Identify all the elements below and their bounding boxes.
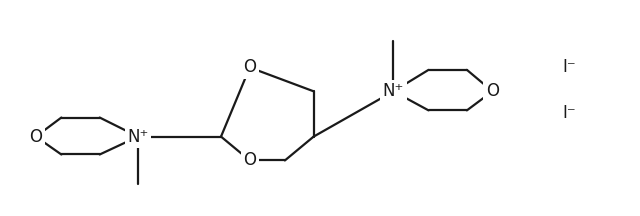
Text: O: O [486, 82, 499, 100]
Text: O: O [29, 128, 42, 146]
Text: O: O [243, 151, 256, 170]
Text: N⁺: N⁺ [383, 82, 404, 100]
Text: O: O [243, 59, 256, 76]
Text: N⁺: N⁺ [127, 128, 148, 146]
Text: I⁻: I⁻ [563, 104, 576, 122]
Text: I⁻: I⁻ [563, 59, 576, 76]
